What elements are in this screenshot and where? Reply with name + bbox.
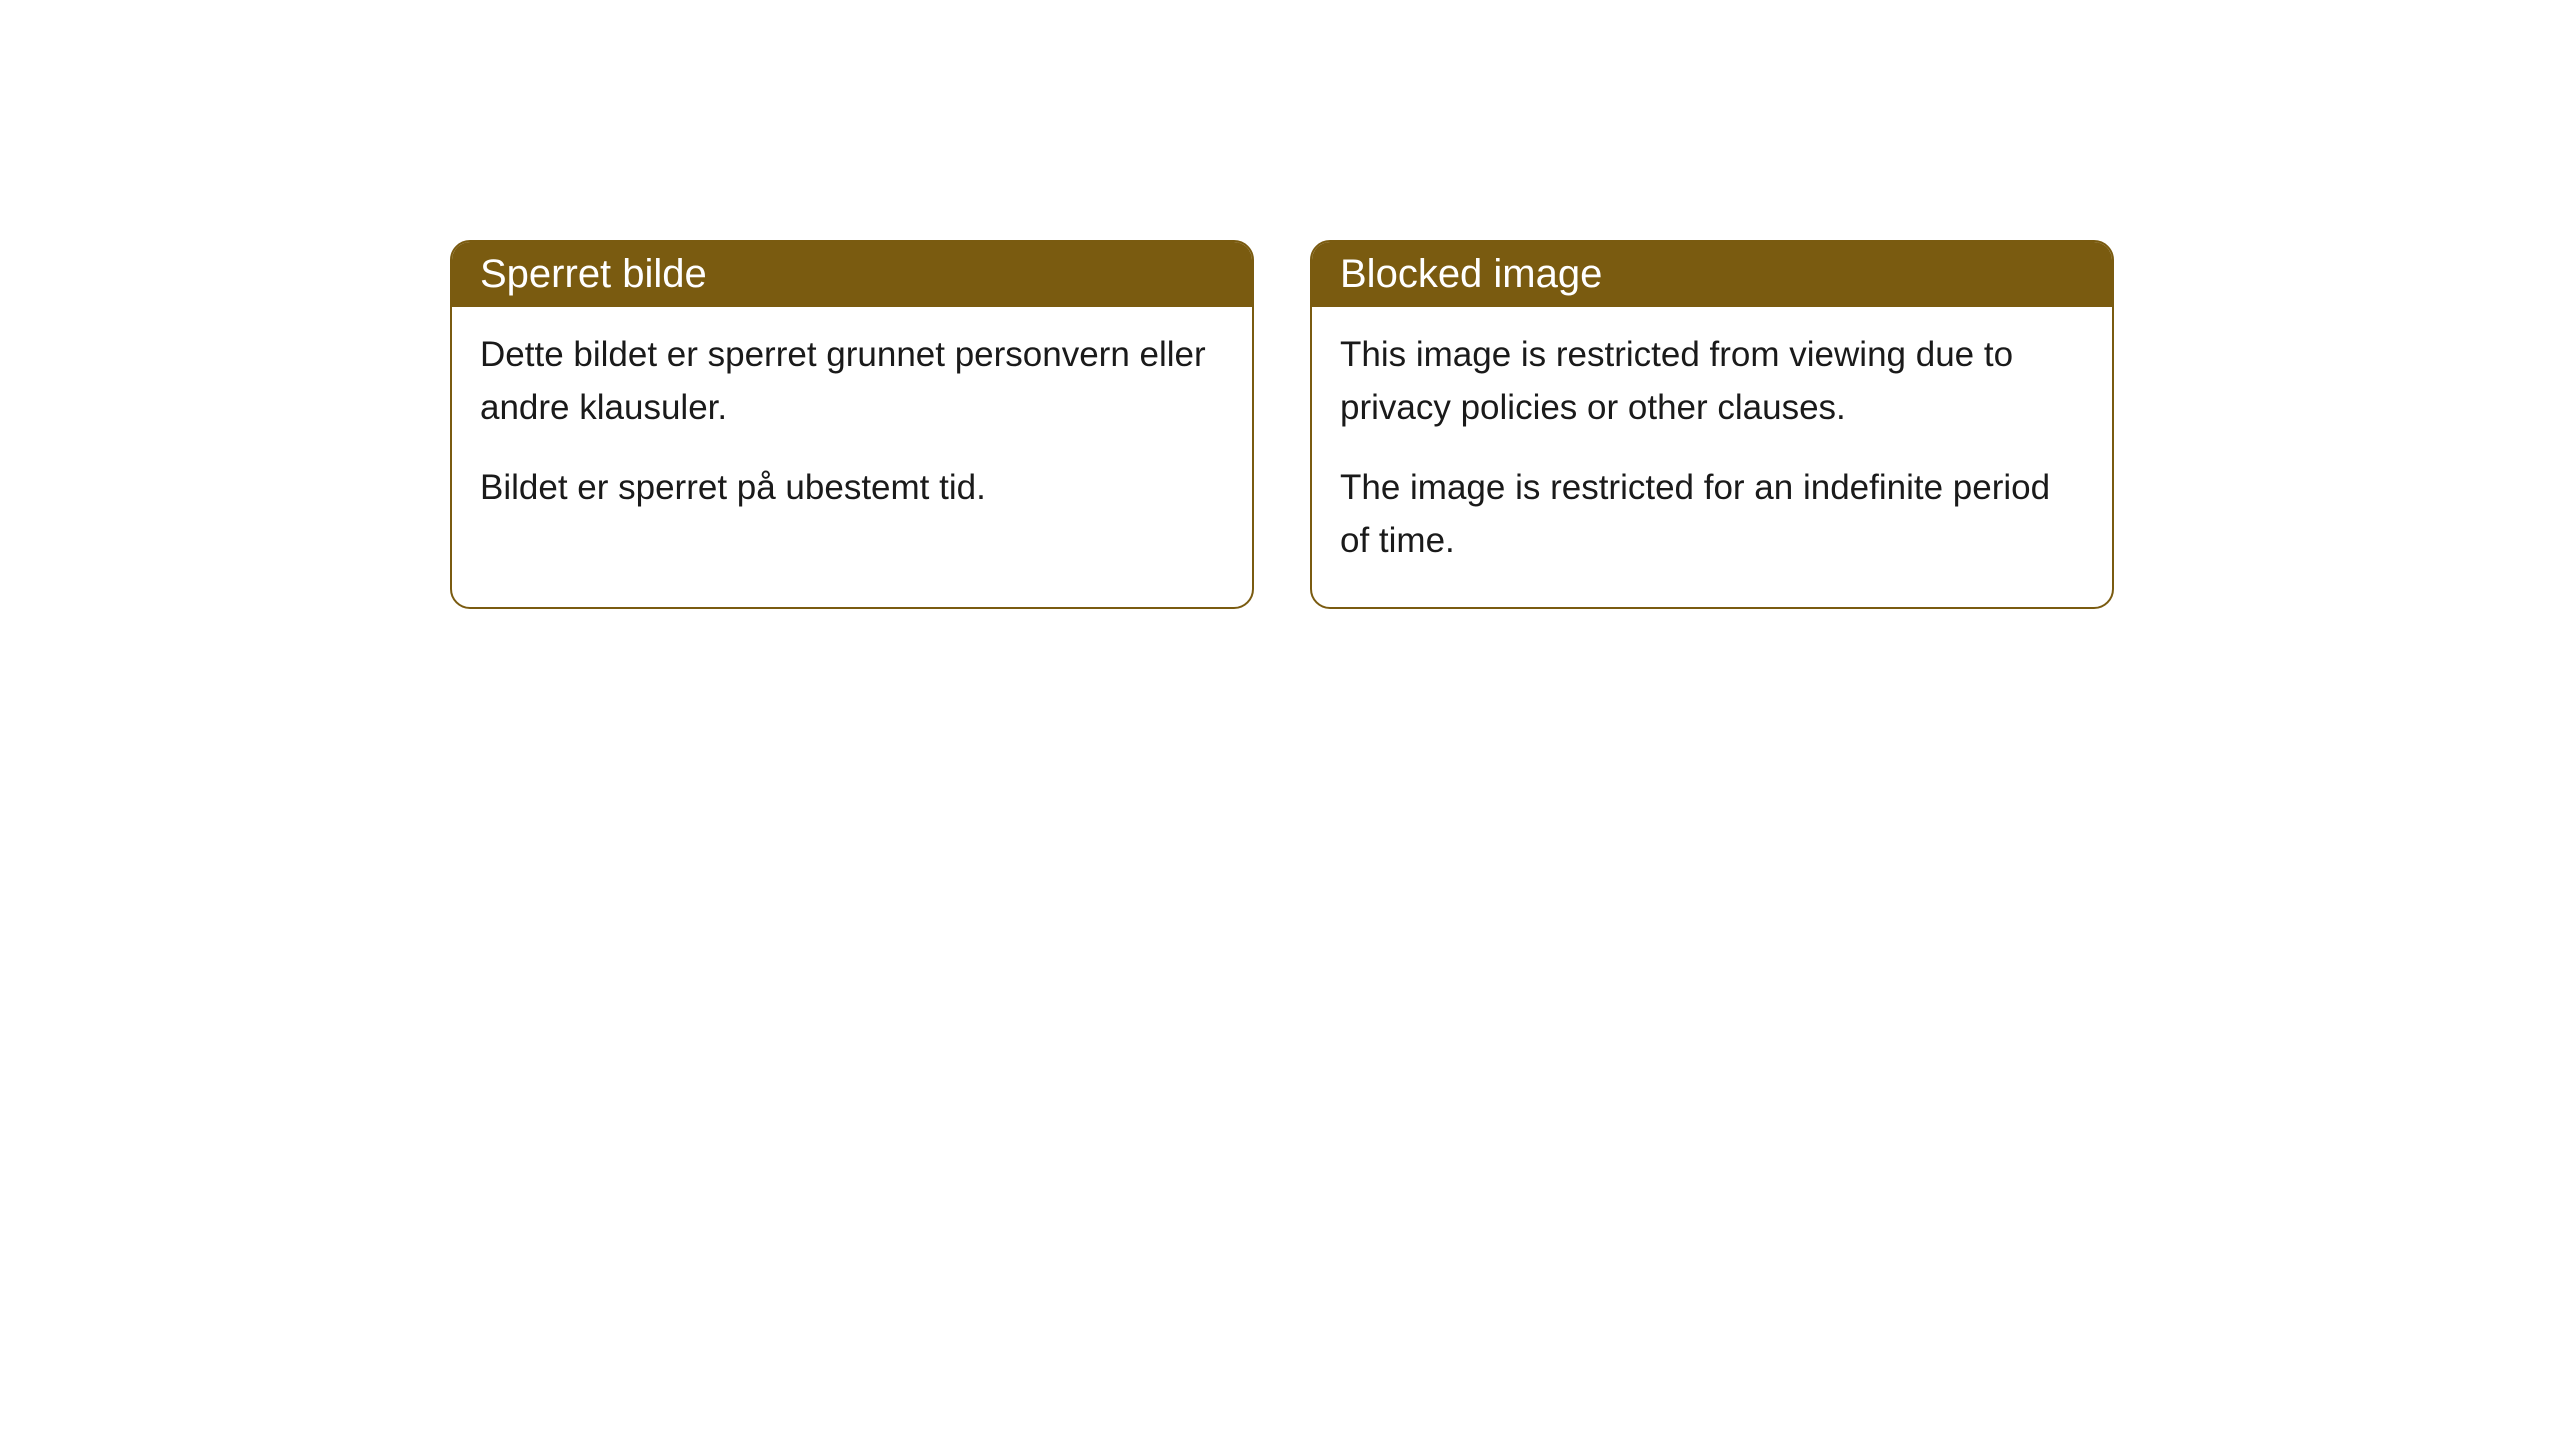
- card-paragraph: Dette bildet er sperret grunnet personve…: [480, 329, 1224, 434]
- notice-card-english: Blocked image This image is restricted f…: [1310, 240, 2114, 609]
- notice-cards-container: Sperret bilde Dette bildet er sperret gr…: [450, 240, 2114, 609]
- card-header: Sperret bilde: [452, 242, 1252, 307]
- notice-card-norwegian: Sperret bilde Dette bildet er sperret gr…: [450, 240, 1254, 609]
- card-paragraph: The image is restricted for an indefinit…: [1340, 462, 2084, 567]
- card-title: Blocked image: [1340, 252, 1602, 296]
- card-header: Blocked image: [1312, 242, 2112, 307]
- card-paragraph: Bildet er sperret på ubestemt tid.: [480, 462, 1224, 515]
- card-body: This image is restricted from viewing du…: [1312, 307, 2112, 607]
- card-title: Sperret bilde: [480, 252, 707, 296]
- card-paragraph: This image is restricted from viewing du…: [1340, 329, 2084, 434]
- card-body: Dette bildet er sperret grunnet personve…: [452, 307, 1252, 555]
